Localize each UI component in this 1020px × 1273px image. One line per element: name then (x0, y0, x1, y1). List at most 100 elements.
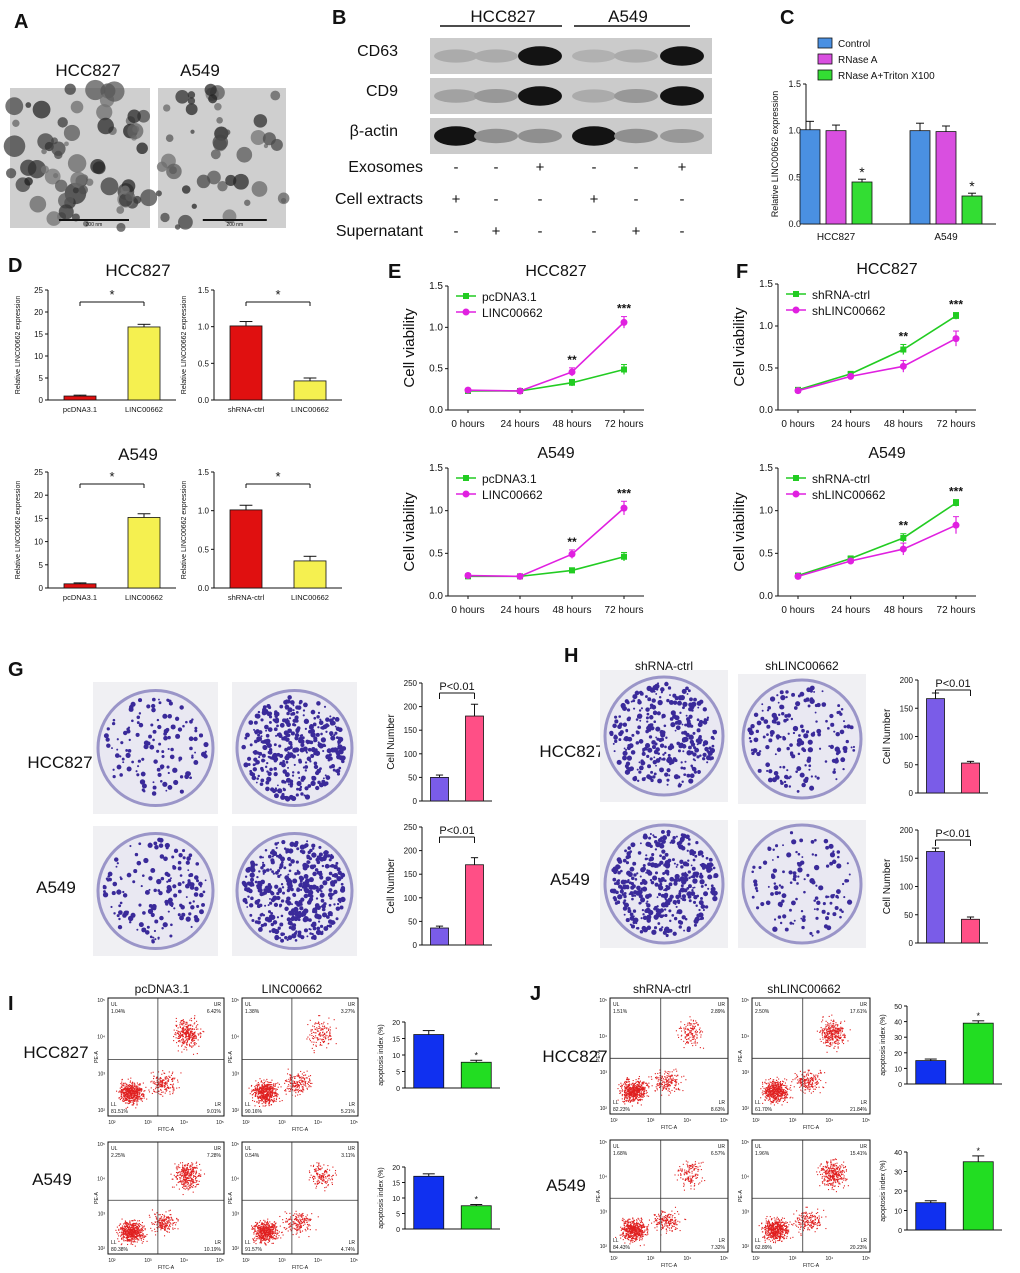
colony (284, 772, 290, 778)
event-dot (129, 1089, 131, 1091)
colony (803, 878, 806, 881)
event-dot (262, 1091, 265, 1093)
event-dot (266, 1085, 269, 1087)
event-dot (309, 1075, 312, 1077)
event-dot (303, 1077, 305, 1079)
colony (677, 749, 682, 753)
event-dot (284, 1082, 286, 1084)
colony (340, 875, 343, 878)
event-dot (127, 1230, 129, 1232)
event-dot (132, 1097, 134, 1099)
event-dot (136, 1090, 138, 1092)
event-dot (133, 1082, 136, 1084)
colony (631, 733, 635, 737)
colony (120, 741, 124, 745)
event-dot (271, 1089, 273, 1091)
colony (627, 909, 632, 914)
x-tick-label: 48 hours (884, 419, 923, 430)
event-dot (255, 1093, 257, 1095)
colony (170, 747, 174, 752)
colony (326, 748, 332, 754)
colony (623, 747, 626, 750)
event-dot (322, 1041, 324, 1043)
colony (279, 937, 282, 939)
event-dot (120, 1237, 123, 1239)
event-dot (123, 1235, 125, 1237)
colony (711, 744, 715, 748)
event-dot (264, 1086, 266, 1088)
event-dot (133, 1094, 135, 1096)
event-dot (199, 1033, 201, 1035)
colony (666, 863, 671, 867)
flow-y-tick: 10⁴ (97, 1035, 105, 1041)
colony (823, 838, 829, 844)
colony (699, 754, 702, 757)
colony (189, 776, 192, 780)
colony (676, 841, 681, 846)
event-dot (189, 1034, 191, 1036)
vesicle-particle (133, 195, 142, 204)
colony (276, 724, 279, 728)
colony (801, 918, 806, 923)
colony (254, 899, 260, 905)
colony (119, 877, 123, 881)
event-dot (183, 1043, 185, 1045)
colony (137, 759, 141, 763)
colony (653, 756, 656, 759)
event-dot (137, 1100, 139, 1102)
event-dot (150, 1087, 152, 1089)
event-dot (265, 1084, 267, 1086)
event-dot (119, 1098, 121, 1100)
colony (272, 872, 276, 875)
vesicle-particle (137, 109, 150, 123)
event-dot (177, 1032, 179, 1034)
colony (316, 860, 321, 865)
colony (152, 785, 157, 790)
band-label: CD63 (357, 43, 398, 60)
event-dot (129, 1092, 131, 1094)
event-dot (309, 1080, 311, 1082)
quadrant-value: 9.01% (207, 1109, 222, 1115)
colony (256, 777, 259, 780)
event-dot (134, 1228, 136, 1230)
event-dot (265, 1100, 267, 1103)
colony (319, 875, 324, 880)
event-dot (127, 1084, 129, 1086)
colony (151, 703, 156, 709)
sig-label: ** (567, 535, 577, 549)
event-dot (128, 1100, 130, 1102)
colony (649, 879, 653, 882)
colony (629, 891, 634, 896)
event-dot (125, 1222, 128, 1224)
event-dot (304, 1084, 306, 1086)
colony (781, 893, 787, 899)
event-dot (177, 1030, 179, 1032)
colony (298, 727, 301, 730)
colony (688, 745, 692, 750)
colony (651, 745, 657, 750)
colony (684, 773, 687, 776)
event-dot (271, 1091, 273, 1093)
colony (314, 770, 320, 776)
colony (116, 738, 119, 741)
colony (614, 715, 618, 719)
event-dot (263, 1087, 265, 1089)
colony (840, 707, 844, 711)
flow-x-tick: 10⁵ (216, 1120, 224, 1126)
colony (316, 870, 321, 875)
event-dot (329, 1031, 331, 1033)
colony (615, 890, 619, 895)
event-dot (131, 1240, 133, 1242)
event-dot (125, 1222, 127, 1224)
colony (624, 849, 627, 853)
event-dot (310, 1086, 312, 1088)
event-dot (188, 1028, 190, 1030)
bar (229, 509, 263, 589)
colony (118, 904, 122, 908)
colony (103, 890, 106, 893)
event-dot (139, 1088, 141, 1090)
event-dot (254, 1094, 257, 1096)
event-dot (296, 1081, 298, 1084)
colony (270, 922, 275, 927)
event-dot (128, 1232, 130, 1234)
